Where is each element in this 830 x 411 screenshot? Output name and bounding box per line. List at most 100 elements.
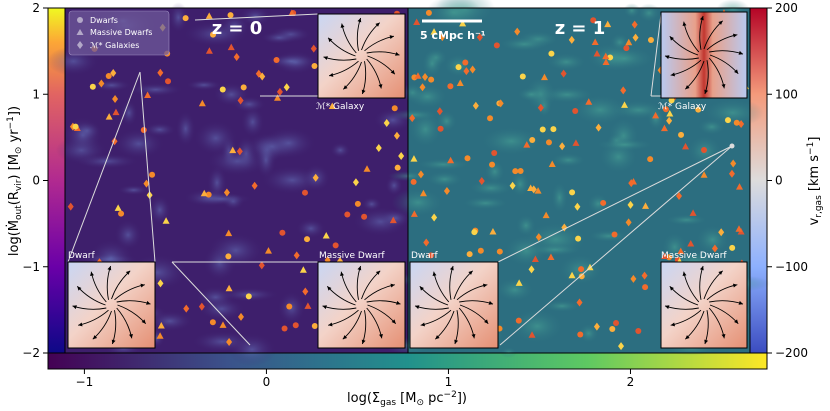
legend-massive-dwarfs-label: Massive Dwarfs	[90, 28, 152, 37]
mstar-galaxy-marker	[98, 79, 105, 88]
streamline-arrow	[699, 16, 704, 21]
mstar-galaxy-marker	[730, 159, 737, 168]
filament-blob	[587, 193, 610, 215]
streamline-arrow	[146, 300, 151, 305]
streamline-arrow	[734, 69, 739, 74]
filament-blob	[498, 36, 551, 52]
streamline-arrow	[670, 322, 676, 327]
mstar-galaxy-marker	[537, 103, 544, 112]
streamline-arrow	[141, 319, 146, 324]
streamline-arrow	[419, 286, 424, 291]
mstar-galaxy-marker	[439, 33, 446, 42]
filament-blob	[190, 192, 253, 206]
filament-blob	[62, 116, 103, 155]
massive-dwarf-marker	[447, 156, 455, 164]
dwarf-marker	[447, 83, 454, 90]
filament-blob	[421, 50, 443, 77]
massive-dwarf-marker	[288, 9, 296, 17]
streamline-arrow	[90, 271, 94, 277]
mstar-galaxy-marker	[112, 95, 119, 104]
streamline-arrow	[322, 305, 327, 310]
dwarf-marker	[225, 253, 232, 260]
streamline-arrow	[718, 20, 723, 25]
mstar-galaxy-marker	[497, 99, 504, 108]
filament-blob	[295, 218, 326, 239]
dwarf-marker	[304, 236, 311, 243]
filament-blob	[391, 187, 445, 218]
streamline-arrow	[704, 339, 709, 344]
left-colorbar	[48, 8, 65, 353]
streamline-arrow	[391, 319, 396, 324]
legend: Dwarfs Massive Dwarfs ℳ* Galaxies	[68, 10, 170, 56]
dwarf-marker	[292, 322, 299, 329]
mstar-galaxy-marker	[198, 302, 205, 311]
massive-dwarf-marker	[621, 101, 629, 108]
massive-dwarf-marker	[523, 141, 531, 148]
streamline-arrow	[390, 69, 395, 75]
massive-dwarf-marker	[687, 239, 695, 247]
mstar-galaxy-marker	[443, 186, 450, 195]
massive-dwarf-marker	[531, 255, 539, 263]
dwarf-marker	[273, 57, 280, 64]
inset-z0-dwarf	[67, 261, 156, 349]
filament-blob	[425, 171, 464, 188]
mstar-galaxy-marker	[436, 107, 443, 116]
dwarf-marker	[428, 76, 435, 83]
massive-dwarf-marker	[328, 102, 336, 110]
streamline-arrow	[111, 339, 116, 344]
dwarf-marker	[578, 273, 585, 280]
streamline-arrow	[327, 286, 332, 291]
massive-dwarf-marker	[540, 73, 548, 81]
mstar-galaxy-marker	[233, 53, 240, 62]
massive-dwarf-marker	[660, 124, 668, 132]
mstar-galaxy-marker	[375, 144, 382, 153]
massive-dwarf-marker	[198, 99, 206, 107]
massive-dwarf-marker	[227, 43, 235, 51]
mstar-galaxy-marker	[718, 228, 725, 237]
mstar-galaxy-marker	[223, 188, 230, 197]
connector-line	[171, 261, 251, 346]
dwarf-marker	[668, 97, 675, 104]
massive-dwarf-marker	[410, 210, 418, 217]
streamline-arrow	[390, 283, 395, 288]
massive-dwarf-marker	[547, 253, 555, 261]
mstar-galaxy-marker	[110, 68, 117, 77]
dwarf-marker	[590, 17, 597, 24]
mstar-galaxy-marker	[509, 181, 516, 190]
mstar-galaxy-marker	[417, 170, 424, 179]
connector-line	[650, 13, 662, 97]
filament-blob	[128, 82, 183, 97]
dwarf-marker	[572, 107, 579, 114]
right-axis-label: vr,gas [km s−1]	[806, 137, 824, 226]
bottom-colorbar	[48, 353, 767, 369]
streamline-arrow	[389, 35, 394, 40]
streamline-arrow	[669, 36, 674, 41]
mstar-galaxy-marker	[352, 178, 359, 187]
massive-dwarf-marker	[430, 28, 438, 35]
streamline-arrow	[718, 270, 723, 275]
streamline-arrow	[375, 22, 380, 27]
filament-blob	[240, 106, 265, 138]
mstar-galaxy-marker	[293, 251, 300, 260]
inset-z0-mstar-galaxy-label: ℳ* Galaxy	[316, 102, 365, 112]
filament-blob	[551, 181, 568, 214]
filament-blob	[664, 214, 709, 226]
legend-dwarfs-marker	[77, 17, 83, 23]
streamline-arrow	[343, 85, 348, 90]
left-tick-label: 1	[32, 87, 40, 101]
filament-blob	[182, 21, 250, 47]
scale-bar-label: 5 cMpc h⁻¹	[420, 29, 486, 42]
streamline-arrow	[378, 84, 383, 89]
streamline-arrow	[732, 283, 738, 288]
filament-blob	[232, 96, 267, 113]
mstar-galaxy-marker	[535, 233, 542, 242]
dwarf-marker	[466, 251, 473, 258]
streamline-arrow	[78, 322, 83, 327]
mstar-galaxy-marker	[593, 322, 600, 331]
mstar-galaxy-marker	[302, 287, 309, 296]
dwarf-marker	[724, 117, 731, 124]
filament-blob	[578, 323, 599, 344]
inset-z0-dwarf-label: Dwarf	[68, 251, 96, 261]
dwarf-marker	[647, 156, 654, 163]
dwarf-marker	[493, 42, 500, 49]
